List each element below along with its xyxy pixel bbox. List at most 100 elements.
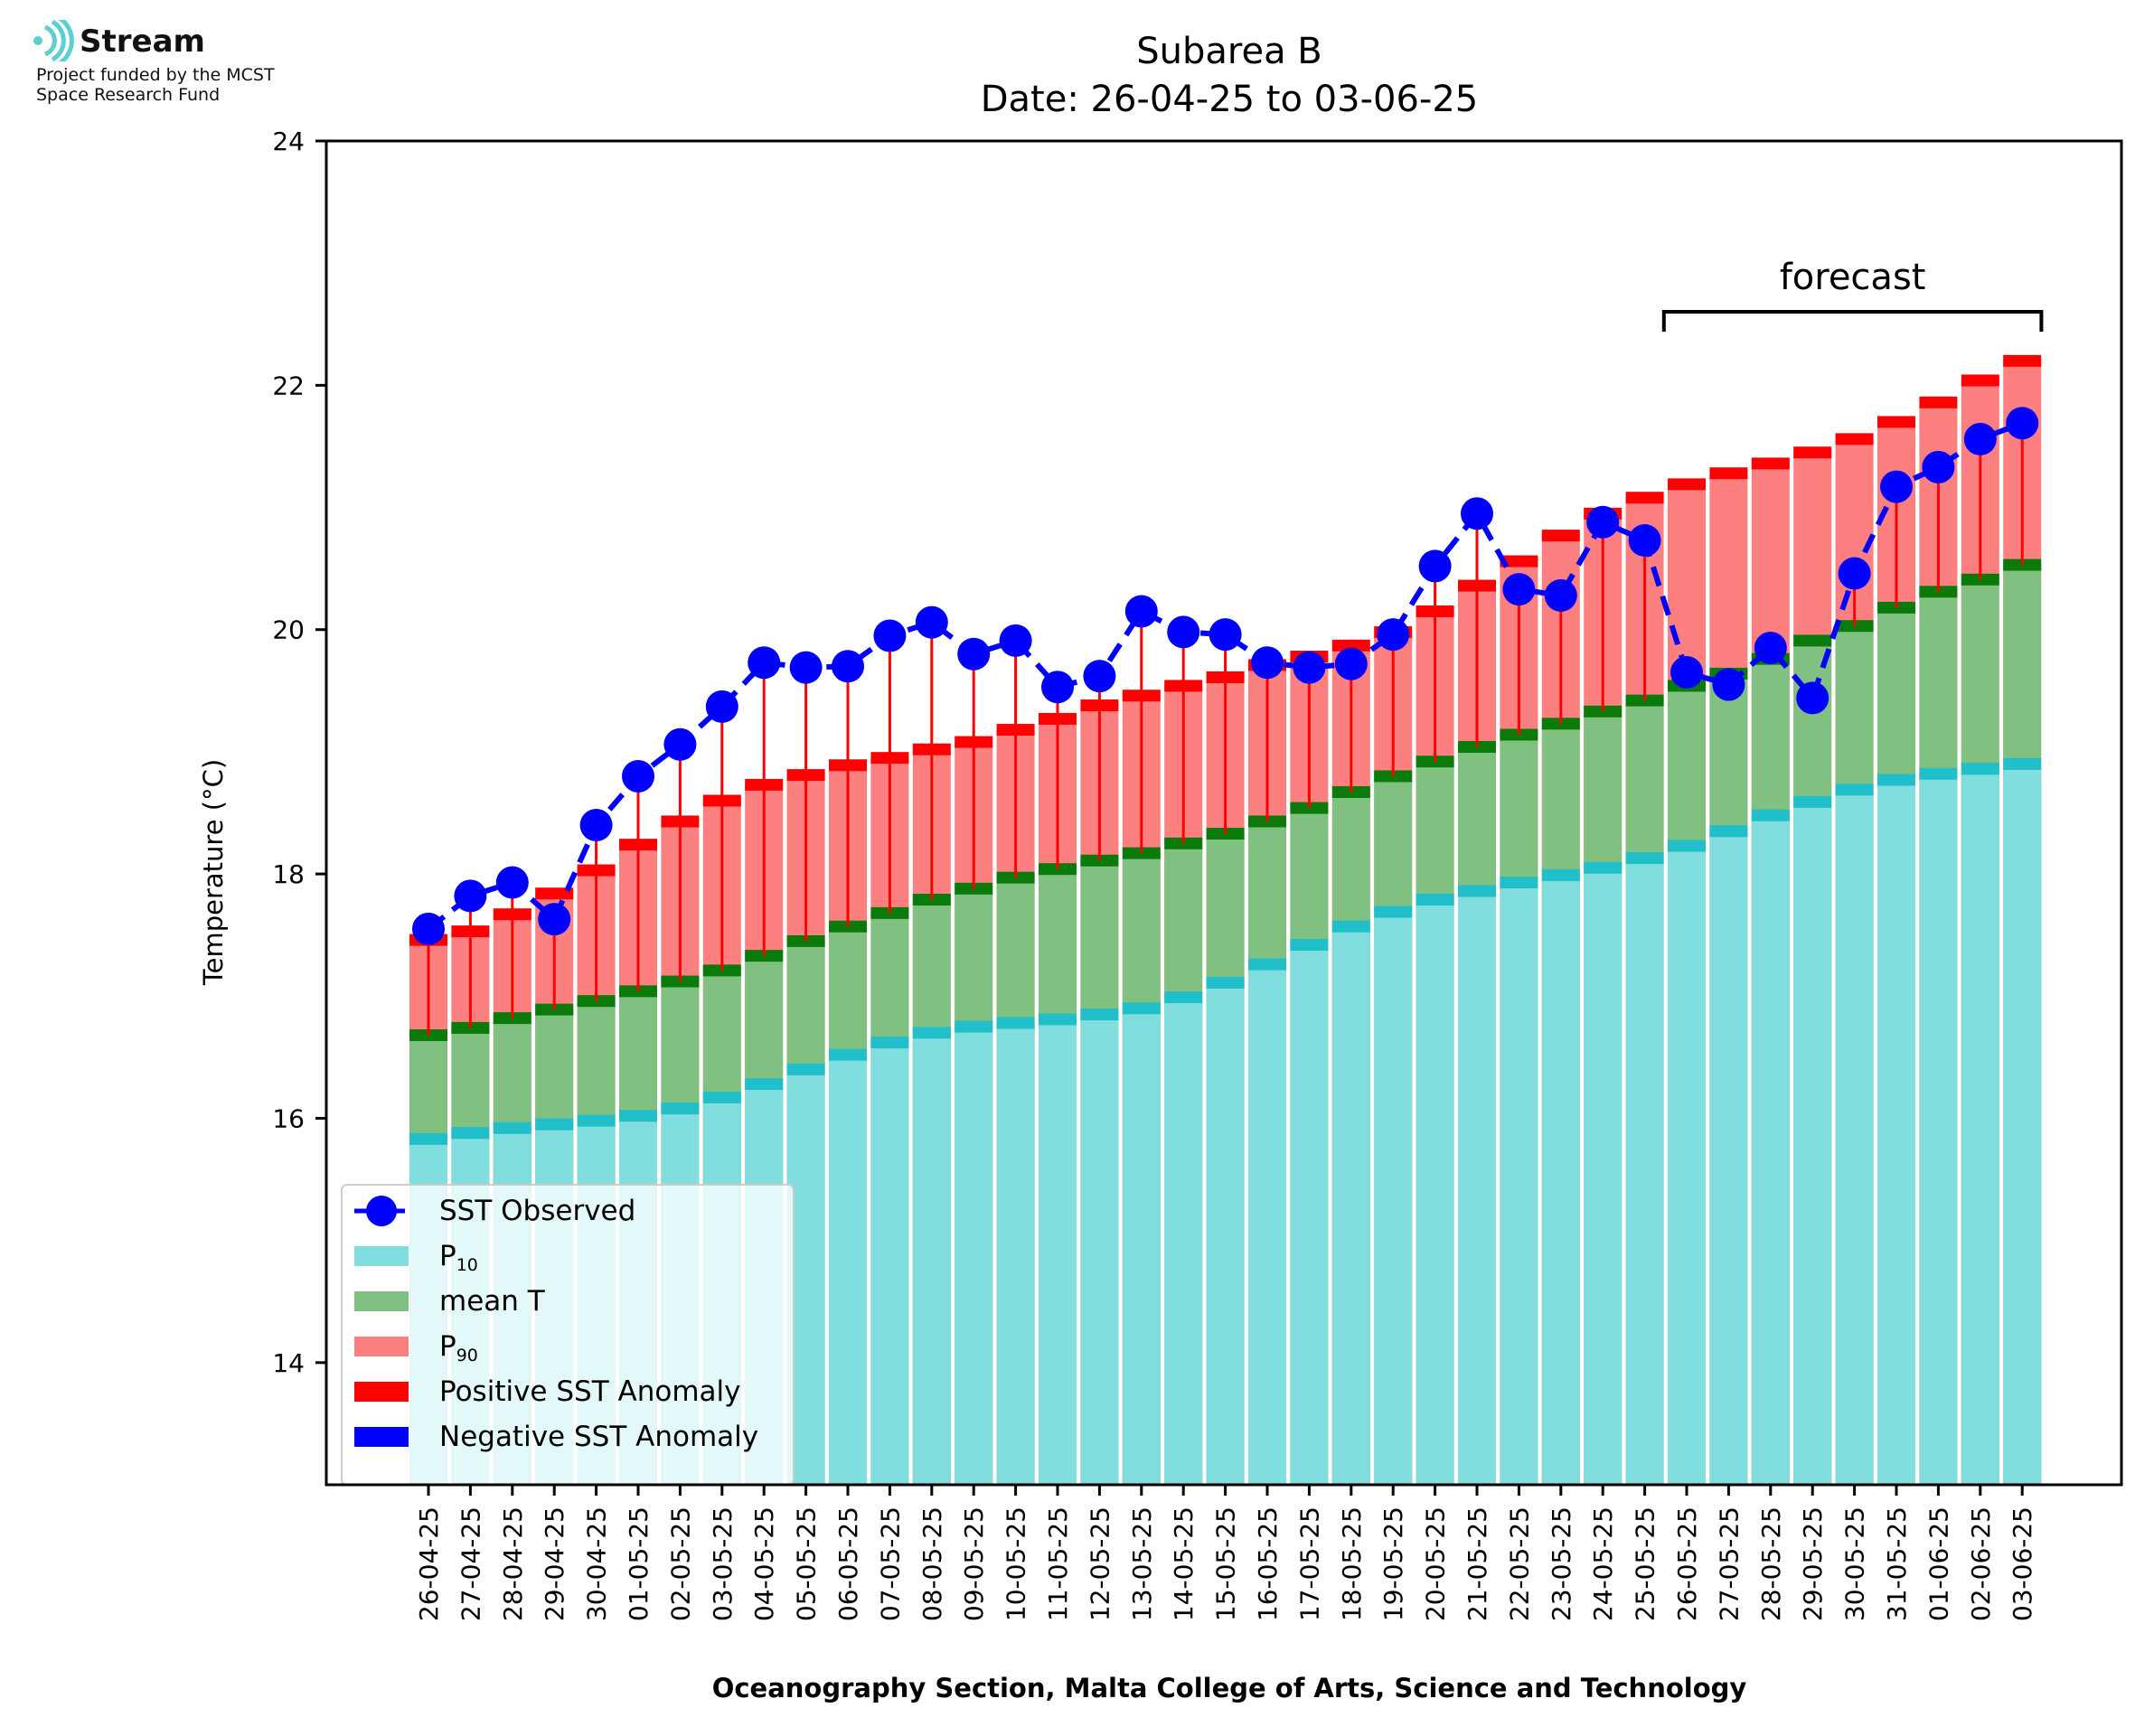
x-tick-label: 31-05-25 (1882, 1506, 1912, 1621)
bar-p10-edge (1541, 868, 1580, 881)
bar-p10-edge (493, 1121, 531, 1134)
bar-p10 (1793, 802, 1832, 1485)
sst-observed-point (832, 650, 864, 683)
x-tick-label: 28-04-25 (498, 1506, 528, 1621)
y-axis-label: Temperature (°C) (198, 759, 229, 986)
y-tick-label: 22 (272, 371, 305, 400)
bar-p10 (1961, 768, 1999, 1485)
x-tick-label: 24-05-25 (1588, 1506, 1618, 1621)
anomaly-layer (427, 423, 2024, 1036)
sst-observed-point (1544, 578, 1577, 612)
x-tick-label: 26-05-25 (1672, 1506, 1702, 1621)
sst-observed-point (663, 727, 697, 761)
bar-mean-t-edge (1793, 634, 1832, 647)
axes: 14 16 18 20 22 24 26-04-25 27-04-25 28-04-25 29-0… (272, 127, 2123, 1621)
bar-p10 (1080, 1014, 1119, 1485)
bar-p10-edge (786, 1063, 825, 1075)
sst-observed-point (1754, 632, 1787, 665)
forecast-annotation: forecast (1661, 257, 2044, 332)
bar-p10 (1625, 858, 1664, 1485)
logo-funding-line-2: Space Research Fund (36, 85, 221, 105)
bar-p10 (1039, 1018, 1077, 1485)
x-tick-label: 01-05-25 (624, 1506, 654, 1621)
sst-observed-point (1922, 450, 1955, 483)
bar-p10 (1709, 830, 1748, 1485)
x-tick-label: 19-05-25 (1378, 1506, 1408, 1621)
bar-p10 (1541, 875, 1580, 1485)
bar-p10-edge (661, 1103, 700, 1115)
sst-observed-point (454, 879, 487, 913)
bar-p10-edge (1458, 885, 1496, 897)
sst-observed-point (1209, 618, 1242, 652)
bar-p10 (1164, 997, 1203, 1485)
x-tick-label: 22-05-25 (1504, 1506, 1534, 1621)
x-axis-label: Oceanography Section, Malta College of A… (712, 1673, 1747, 1703)
bar-p10-edge (409, 1132, 447, 1145)
bar-p90-edge (1877, 416, 1915, 428)
bar-p10-edge (1668, 840, 1706, 852)
bar-p90-edge (1835, 433, 1874, 446)
sst-observed-point (579, 809, 613, 842)
x-tick-label: 29-04-25 (540, 1506, 569, 1621)
x-tick-label: 04-05-25 (749, 1506, 779, 1621)
x-tick-label: 13-05-25 (1127, 1506, 1157, 1621)
sst-observed-point (495, 866, 529, 899)
sst-observed-point (1167, 615, 1200, 649)
bar-p10-edge (1374, 906, 1413, 918)
x-tick-label: 29-05-25 (1798, 1506, 1828, 1621)
bar-p90-edge (1961, 374, 1999, 387)
legend-swatch (354, 1427, 409, 1447)
logo: Stream Project funded by the MCST Space … (33, 15, 275, 105)
x-tick-label: 12-05-25 (1085, 1506, 1115, 1621)
bar-p90-edge (535, 887, 574, 900)
sst-observed-point (789, 651, 823, 684)
bar-p10 (996, 1023, 1035, 1485)
bar-p10-edge (1584, 861, 1623, 874)
x-tick-label: 21-05-25 (1463, 1506, 1492, 1621)
sst-observed-point (705, 690, 738, 723)
x-tick-label: 23-05-25 (1547, 1506, 1576, 1621)
x-tick-label: 11-05-25 (1043, 1506, 1073, 1621)
legend-label-subscript: 10 (456, 1255, 478, 1275)
x-tick-label: 18-05-25 (1337, 1506, 1367, 1621)
bar-p10-edge (1500, 877, 1538, 889)
x-tick-label: 26-04-25 (414, 1506, 444, 1621)
x-tick-label: 05-05-25 (792, 1506, 822, 1621)
sst-observed-point (1334, 647, 1368, 680)
bar-p10-edge (955, 1020, 993, 1033)
sst-observed-point (915, 605, 948, 639)
observed-layer (412, 407, 2039, 945)
sst-observed-point (538, 903, 571, 936)
bar-p10-edge (1416, 893, 1454, 906)
sst-observed-point (1712, 668, 1745, 701)
sst-observed-point (1293, 651, 1326, 684)
logo-dot (33, 36, 42, 45)
x-tick-label: 10-05-25 (1002, 1506, 1031, 1621)
sst-observed-point (873, 619, 907, 652)
bar-p10-edge (577, 1114, 616, 1127)
sst-observed-point (1461, 497, 1493, 530)
bar-p10 (1458, 891, 1496, 1485)
sst-observed-point (1041, 671, 1074, 704)
bar-p10-edge (912, 1027, 951, 1039)
x-tick-label: 28-05-25 (1756, 1506, 1786, 1621)
bar-p10 (1331, 926, 1370, 1485)
bar-p10 (1248, 964, 1286, 1485)
y-tick-label: 24 (272, 127, 305, 156)
sst-observed-point (748, 646, 781, 680)
bar-p10-edge (451, 1127, 490, 1140)
bar-p10-edge (1709, 825, 1748, 838)
bar-p10-edge (619, 1110, 657, 1122)
bar-p90-edge (1709, 467, 1748, 480)
bar-p90-edge (1751, 457, 1790, 470)
x-tick-label: 25-05-25 (1631, 1506, 1660, 1621)
plot-frame (325, 139, 2123, 1487)
bar-p10 (955, 1027, 993, 1485)
sst-observed-point (999, 624, 1032, 657)
logo-funding-line-1: Project funded by the MCST (36, 65, 275, 85)
bar-p10 (1290, 944, 1329, 1485)
bar-p10 (912, 1032, 951, 1485)
sst-observed-point (1628, 524, 1661, 558)
